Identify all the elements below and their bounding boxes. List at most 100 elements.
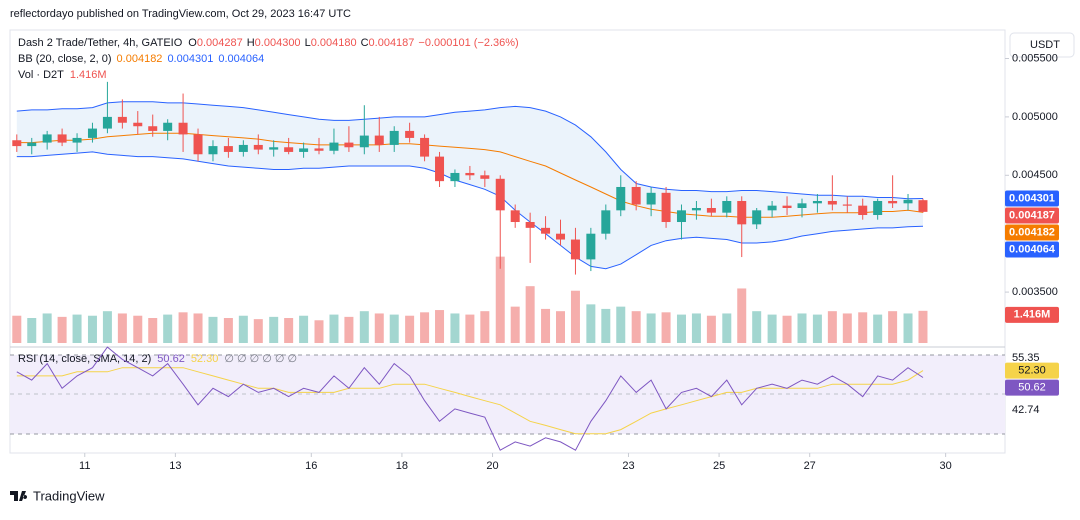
candle-body — [888, 200, 898, 204]
candle-body — [495, 178, 505, 211]
footer: TradingView — [33, 488, 105, 503]
candle-body — [873, 200, 883, 216]
legend-vol: Vol · D2T — [18, 69, 64, 81]
candle-body — [706, 207, 716, 213]
volume-bar — [435, 310, 445, 343]
volume-bar — [374, 313, 384, 343]
candle-body — [117, 116, 127, 123]
rsi-label-box — [1005, 362, 1059, 379]
candle-body — [903, 199, 913, 204]
candle-body — [87, 128, 97, 138]
candle-body — [253, 144, 263, 150]
x-tick-label: 30 — [940, 460, 952, 472]
volume-bar — [510, 306, 520, 343]
candle-body — [556, 233, 566, 240]
legend-ohlc-value: 0.004187 — [369, 37, 415, 49]
candle-body — [359, 135, 369, 148]
candle-body — [102, 116, 112, 129]
volume-bar — [691, 313, 701, 343]
candle-body — [858, 205, 868, 216]
volume-bar — [253, 319, 263, 343]
x-tick-label: 11 — [79, 460, 90, 472]
currency[interactable]: USDT — [1030, 39, 1060, 51]
rsi-tick-label: 55.35 — [1012, 352, 1040, 364]
price-label-box — [1005, 241, 1059, 258]
legend-ohlc-value: 0.004287 — [197, 37, 243, 49]
candle-body — [812, 200, 822, 204]
x-tick-label: 25 — [713, 460, 725, 472]
bb-upper — [16, 101, 924, 200]
volume-bar — [299, 315, 309, 343]
candle-body — [525, 222, 535, 228]
candle-body — [570, 239, 580, 260]
legend-bb-value: 0.004301 — [167, 53, 213, 65]
legend-bb-value: 0.004064 — [218, 53, 264, 65]
price-label-box — [1005, 207, 1059, 224]
volume-bar — [706, 315, 716, 343]
volume-bar — [284, 318, 294, 343]
volume-bar — [737, 288, 747, 343]
y-tick-label: 0.005000 — [1012, 111, 1058, 123]
legend-ohlc-value: 0.004300 — [255, 37, 301, 49]
candle-body — [238, 144, 248, 152]
volume-bar — [616, 306, 626, 343]
legend: BB (20, close, 2, 0) 0.004182 0.004301 0.00… — [18, 53, 264, 65]
candle-body — [148, 126, 158, 131]
rsi-line — [16, 346, 924, 451]
candle-body — [314, 148, 324, 151]
candle-body — [223, 146, 233, 152]
candle-body — [510, 210, 520, 223]
volume-bar — [27, 318, 37, 343]
candle-body — [178, 122, 188, 135]
legend-rsi-value: 50.62 — [157, 353, 185, 365]
candle-body — [842, 204, 852, 206]
candle-body — [12, 140, 22, 147]
candle-body — [208, 146, 218, 155]
legend-vol-value: 1.416M — [70, 69, 107, 81]
candle-body — [676, 210, 686, 223]
volume-bar — [827, 311, 837, 343]
legend-bb-value: 0.004182 — [117, 53, 163, 65]
y-tick-label: 0.005500 — [1012, 52, 1058, 64]
candle-body — [601, 210, 611, 234]
volume-bar — [767, 314, 777, 343]
volume-bar — [873, 314, 883, 343]
candle-body — [737, 200, 747, 225]
volume-bar — [42, 313, 52, 343]
candle-body — [465, 172, 475, 176]
legend-ohlc-label: H — [247, 37, 255, 49]
volume-bar — [12, 315, 22, 343]
candle-body — [782, 205, 792, 208]
volume-bar — [450, 313, 460, 343]
y-tick-label: 0.003500 — [1012, 286, 1058, 298]
x-tick-label: 20 — [486, 460, 498, 472]
candle-body — [163, 122, 173, 131]
header: reflectordayo published on TradingView.c… — [10, 8, 351, 20]
volume-label: 1.416M — [1014, 309, 1051, 321]
rsi-label: 50.62 — [1018, 381, 1046, 393]
x-tick-label: 23 — [622, 460, 634, 472]
currency-button[interactable] — [1009, 32, 1075, 58]
volume-bar — [465, 314, 475, 343]
volume-bar — [495, 256, 505, 343]
volume-bar — [389, 314, 399, 343]
candle-body — [586, 233, 596, 260]
volume-bar — [133, 315, 143, 343]
legend-bb: BB (20, close, 2, 0) — [18, 53, 112, 65]
candle-body — [827, 200, 837, 205]
volume-bar — [903, 313, 913, 343]
x-tick-label: 13 — [169, 460, 181, 472]
legend-symbol: Dash 2 Trade/Tether, 4h, GATEIO — [18, 37, 183, 49]
volume-bar — [223, 318, 233, 343]
candle-body — [57, 134, 67, 143]
candle-body — [299, 148, 309, 152]
volume-bar — [344, 316, 354, 343]
legend-rsi-sma: 52.30 — [191, 353, 219, 365]
volume-bar — [812, 314, 822, 343]
candle-body — [329, 142, 339, 151]
candle-body — [193, 134, 203, 155]
volume-bar — [102, 311, 112, 343]
legend-ohlc-label: L — [305, 37, 311, 49]
volume-bar — [842, 313, 852, 343]
